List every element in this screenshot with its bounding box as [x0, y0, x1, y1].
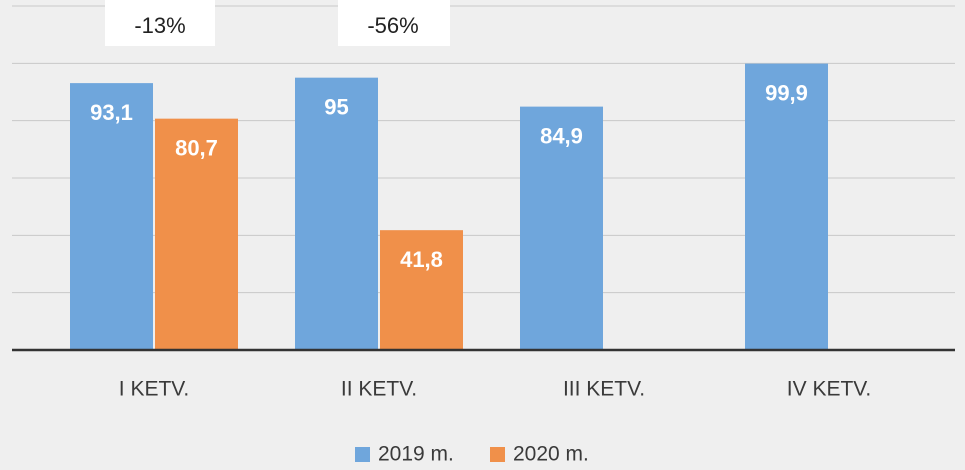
- value-label: 99,9: [765, 80, 808, 105]
- legend-swatch: [355, 447, 370, 462]
- bar: [380, 230, 463, 350]
- value-label: 95: [324, 94, 348, 119]
- value-label: 41,8: [400, 247, 443, 272]
- bar: [295, 77, 378, 351]
- value-label: 80,7: [175, 135, 218, 160]
- annotation: -13%: [134, 13, 185, 38]
- bar: [70, 83, 153, 350]
- annotation-box: [338, 0, 450, 46]
- x-tick-label: I KETV.: [119, 378, 189, 401]
- legend-label: 2019 m.: [378, 443, 454, 466]
- annotation-box: [105, 0, 215, 46]
- bar: [520, 106, 603, 351]
- bar: [745, 63, 828, 351]
- x-tick-label: IV KETV.: [787, 378, 871, 401]
- annotation: -56%: [367, 13, 418, 38]
- bar: [155, 118, 238, 350]
- value-label: 93,1: [90, 100, 133, 125]
- x-tick-label: III KETV.: [563, 378, 645, 401]
- legend-label: 2020 m.: [513, 443, 589, 466]
- x-tick-label: II KETV.: [341, 378, 417, 401]
- value-label: 84,9: [540, 123, 583, 148]
- legend-swatch: [490, 447, 505, 462]
